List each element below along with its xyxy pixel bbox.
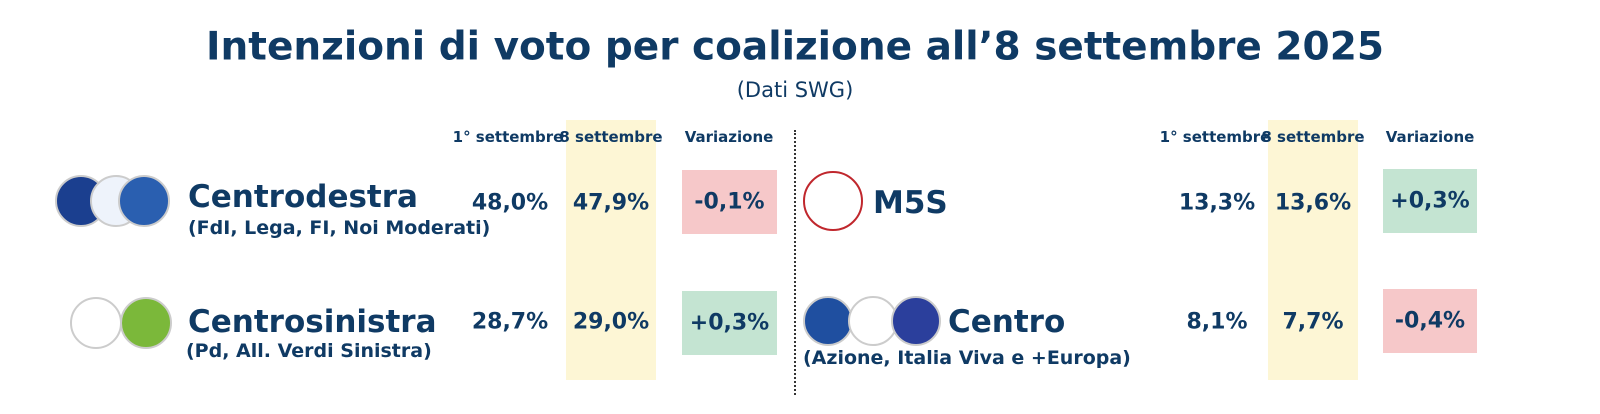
value-prev: 48,0% xyxy=(471,190,549,216)
highlight-column xyxy=(1268,120,1358,380)
coalition-name: M5S xyxy=(873,185,948,221)
logo xyxy=(848,296,898,346)
divider xyxy=(794,130,796,395)
coalition-parties: (Azione, Italia Viva e +Europa) xyxy=(803,347,1131,369)
logo xyxy=(891,296,941,346)
value-change: +0,3% xyxy=(1390,188,1470,214)
change-box xyxy=(1383,289,1477,353)
change-box xyxy=(682,291,777,355)
column-header: Variazione xyxy=(684,128,774,146)
logo xyxy=(803,296,853,346)
coalition-name: Centrodestra xyxy=(188,179,418,215)
column-header: 1° settembre xyxy=(452,128,564,146)
coalition-parties: (Pd, All. Verdi Sinistra) xyxy=(186,340,432,362)
logo xyxy=(120,297,172,349)
value-prev: 28,7% xyxy=(471,309,549,335)
value-curr: 13,6% xyxy=(1274,190,1352,216)
coalition-name: Centro xyxy=(948,304,1066,340)
logo xyxy=(70,297,122,349)
highlight-column xyxy=(566,120,656,380)
column-header: 8 settembre xyxy=(559,128,663,146)
coalition-name: Centrosinistra xyxy=(188,304,437,340)
subtitle: (Dati SWG) xyxy=(736,78,854,102)
value-curr: 47,9% xyxy=(572,190,650,216)
value-prev: 13,3% xyxy=(1178,190,1256,216)
change-box xyxy=(682,170,777,234)
logo xyxy=(803,171,863,231)
column-header: Variazione xyxy=(1385,128,1475,146)
change-box xyxy=(1383,169,1477,233)
value-change: -0,1% xyxy=(694,189,765,215)
value-curr: 7,7% xyxy=(1282,309,1344,335)
logo xyxy=(118,175,170,227)
coalition-parties: (FdI, Lega, FI, Noi Moderati) xyxy=(188,217,491,239)
column-header: 1° settembre xyxy=(1159,128,1271,146)
title: Intenzioni di voto per coalizione all’8 … xyxy=(206,24,1384,70)
column-header: 8 settembre xyxy=(1261,128,1365,146)
value-curr: 29,0% xyxy=(572,309,650,335)
value-prev: 8,1% xyxy=(1186,309,1248,335)
value-change: -0,4% xyxy=(1394,308,1466,334)
value-change: +0,3% xyxy=(689,310,770,336)
